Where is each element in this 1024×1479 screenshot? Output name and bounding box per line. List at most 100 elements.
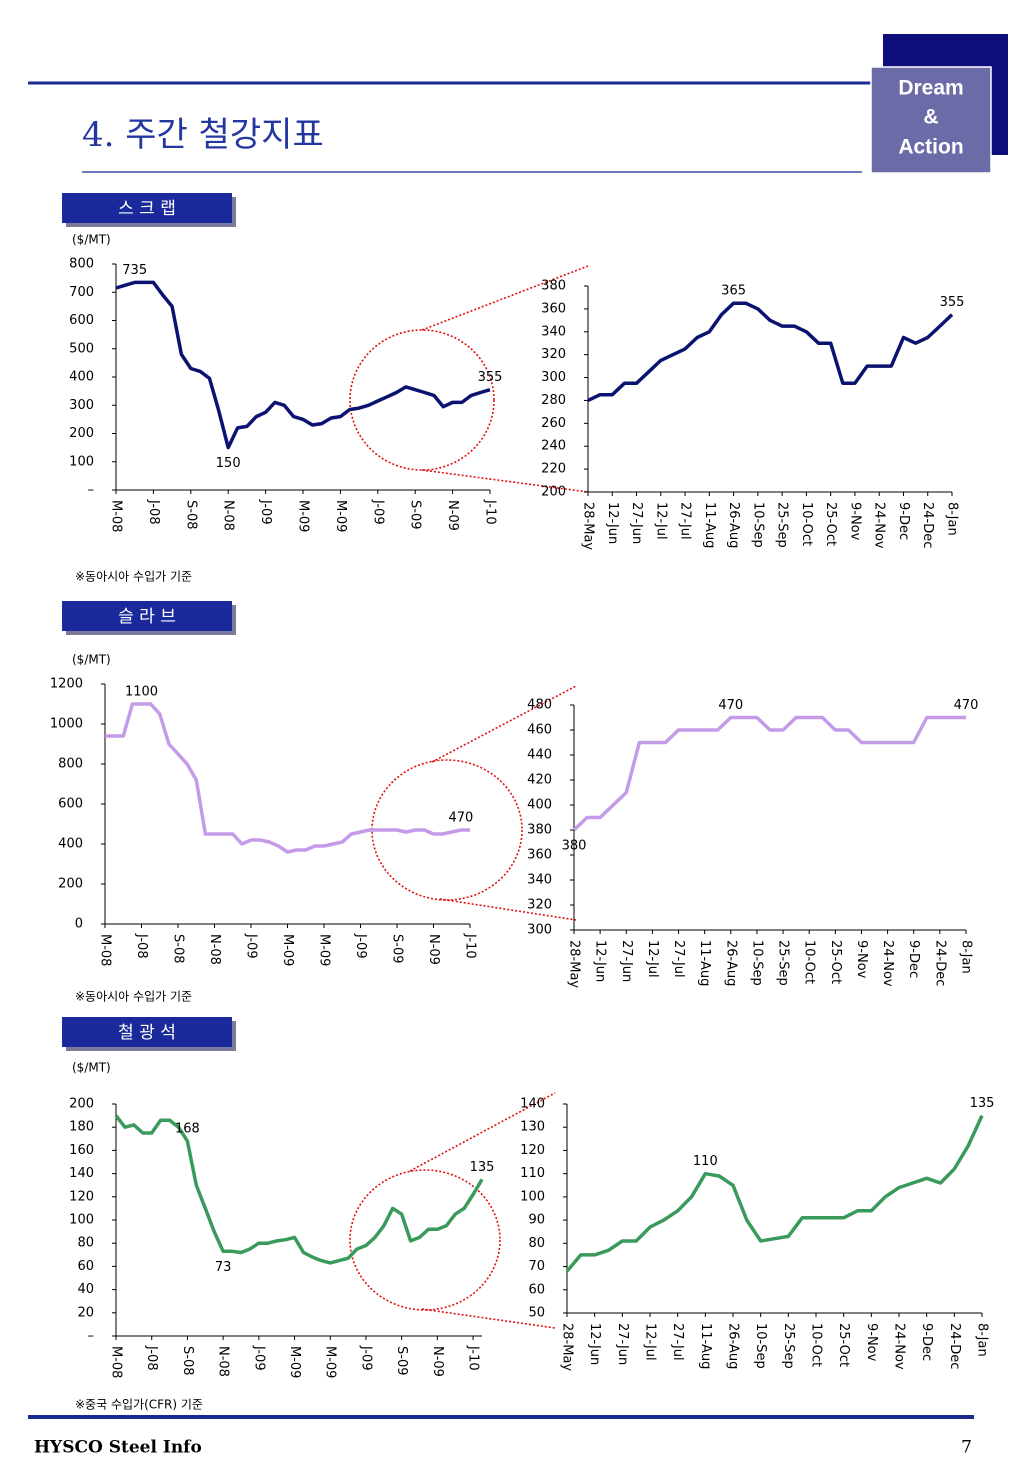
- x-tick-label: M-09: [296, 500, 311, 532]
- unit-label: ($/MT): [72, 233, 111, 247]
- y-tick-label: 110: [520, 1166, 545, 1181]
- zoom-line: [439, 898, 577, 921]
- y-tick-label: 1200: [50, 677, 83, 692]
- value-label: 1100: [125, 685, 158, 700]
- x-tick-label: J-08: [134, 933, 149, 959]
- data-line: [105, 702, 470, 854]
- y-tick-label: 120: [520, 1143, 545, 1158]
- y-tick-label: 60: [528, 1282, 545, 1297]
- y-tick-label: 320: [527, 898, 552, 913]
- value-label: 110: [693, 1154, 718, 1169]
- y-tick-label: 300: [69, 398, 94, 413]
- y-tick-label: 80: [77, 1236, 94, 1251]
- x-tick-label: 25-Sep: [781, 1323, 796, 1369]
- value-label: 135: [470, 1160, 495, 1175]
- x-tick-label: S-09: [408, 500, 423, 530]
- x-tick-label: 10-Oct: [799, 502, 814, 546]
- x-tick-label: M-09: [323, 1346, 338, 1378]
- value-label: 355: [940, 295, 965, 310]
- x-tick-label: M-09: [317, 934, 332, 966]
- note: ※동아시아 수입가 기준: [75, 570, 192, 584]
- y-tick-label: 400: [527, 798, 552, 813]
- value-label: 135: [970, 1096, 995, 1111]
- value-label: 73: [215, 1260, 232, 1275]
- x-tick-label: 12-Jul: [643, 1323, 658, 1361]
- x-tick-label: 28-May: [567, 940, 582, 988]
- x-tick-label: 26-Aug: [723, 940, 738, 986]
- data-line: [572, 715, 966, 832]
- y-tick-label: 420: [527, 773, 552, 788]
- y-tick-label: 80: [528, 1236, 545, 1251]
- zoom-ellipse: [349, 329, 495, 471]
- value-label: 735: [122, 263, 147, 278]
- x-tick-label: 27-Jun: [619, 940, 634, 982]
- section-badge: 스 크 랩: [62, 193, 236, 227]
- x-tick-label: 25-Sep: [776, 940, 791, 986]
- x-tick-label: J-10: [463, 933, 478, 959]
- y-tick-label: 400: [58, 837, 83, 852]
- y-tick-label: 340: [541, 324, 566, 339]
- x-tick-label: 24-Nov: [880, 940, 895, 987]
- x-tick-label: 9-Nov: [864, 1323, 879, 1362]
- value-label: 355: [478, 370, 503, 385]
- logo-text: Action: [898, 136, 963, 159]
- y-tick-label: 100: [69, 454, 94, 469]
- x-tick-label: J-09: [258, 499, 273, 525]
- y-tick-label: 240: [541, 439, 566, 454]
- zoom-line: [409, 1092, 556, 1172]
- section-badge: 철 광 석: [62, 1017, 236, 1051]
- x-tick-label: S-08: [180, 1346, 195, 1376]
- y-tick-label: 360: [541, 301, 566, 316]
- unit-label: ($/MT): [72, 653, 111, 667]
- x-tick-label: 10-Oct: [802, 940, 817, 984]
- x-tick-label: 25-Oct: [828, 940, 843, 984]
- x-tick-label: J-08: [144, 1345, 159, 1371]
- section-badge: 슬 라 브: [62, 601, 236, 635]
- x-tick-label: J-10: [483, 499, 498, 525]
- x-tick-label: N-08: [207, 934, 222, 965]
- x-tick-label: 25-Sep: [775, 502, 790, 548]
- x-tick-label: N-09: [426, 934, 441, 965]
- x-tick-label: 9-Nov: [854, 940, 869, 979]
- y-tick-label: 440: [527, 748, 552, 763]
- unit-label: ($/MT): [72, 1061, 111, 1075]
- y-tick-label: 20: [77, 1305, 94, 1320]
- x-tick-label: 27-Jul: [678, 502, 693, 540]
- value-label: 470: [448, 811, 473, 826]
- y-tick-label: 120: [69, 1189, 94, 1204]
- y-tick-label: 300: [527, 923, 552, 938]
- x-tick-label: 27-Jun: [629, 502, 644, 544]
- x-tick-label: 10-Sep: [749, 940, 764, 986]
- value-label: 470: [718, 698, 743, 713]
- x-tick-label: 9-Dec: [919, 1323, 934, 1361]
- y-tick-label: 100: [520, 1189, 545, 1204]
- x-tick-label: 12-Jun: [587, 1323, 602, 1365]
- y-tick-label: 380: [541, 279, 566, 294]
- page-title: 4. 주간 철강지표: [82, 115, 324, 155]
- logo-front: [870, 66, 992, 174]
- x-tick-label: M-09: [287, 1346, 302, 1378]
- y-tick-label: 200: [69, 426, 94, 441]
- x-tick-label: 26-Aug: [726, 1323, 741, 1369]
- y-tick-label: 180: [69, 1120, 94, 1135]
- y-tick-label: 200: [58, 877, 83, 892]
- y-tick-label: 800: [69, 257, 94, 272]
- y-tick-label: 1000: [50, 717, 83, 732]
- x-tick-label: M-08: [98, 934, 113, 966]
- x-tick-label: 28-May: [581, 502, 596, 550]
- logo-text: Dream: [898, 77, 963, 100]
- data-line: [115, 280, 491, 450]
- x-tick-label: N-08: [216, 1346, 231, 1377]
- y-tick-label: 100: [69, 1213, 94, 1228]
- x-tick-label: 24-Nov: [892, 1323, 907, 1370]
- note: ※동아시아 수입가 기준: [75, 990, 192, 1004]
- y-tick-label: 360: [527, 848, 552, 863]
- value-label: 365: [721, 284, 746, 299]
- x-tick-label: M-09: [280, 934, 295, 966]
- y-tick-label: 280: [541, 393, 566, 408]
- y-tick-label: 500: [69, 341, 94, 356]
- x-tick-label: M-08: [109, 1346, 124, 1378]
- y-tick-label: 130: [520, 1120, 545, 1135]
- data-line: [587, 301, 954, 402]
- value-label: 380: [562, 839, 587, 854]
